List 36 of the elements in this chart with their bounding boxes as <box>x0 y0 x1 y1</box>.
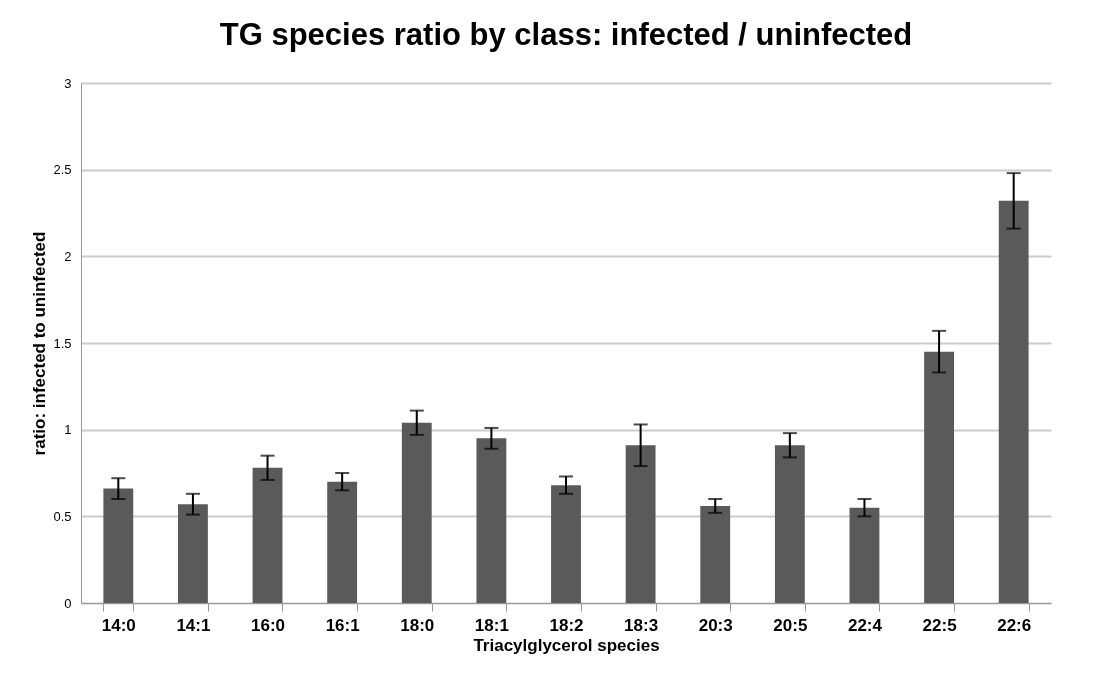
y-tick-label: 3 <box>64 75 72 91</box>
x-tick-label: 22:5 <box>922 615 957 635</box>
bar <box>178 504 208 603</box>
bar <box>700 505 731 603</box>
y-tick-label: 1.5 <box>53 335 72 351</box>
bar <box>476 438 507 603</box>
bar <box>252 467 283 603</box>
x-tick-label: 14:1 <box>176 615 211 635</box>
x-tick-label: 18:3 <box>624 615 659 635</box>
bar <box>327 481 358 603</box>
bar <box>849 507 880 603</box>
bar <box>924 351 954 603</box>
x-tick-label: 18:1 <box>474 615 509 635</box>
bar <box>551 485 581 603</box>
bar <box>103 488 134 603</box>
x-axis-title: Triacylglycerol species <box>473 635 660 655</box>
y-tick-label: 1 <box>64 422 72 438</box>
bar <box>774 445 805 603</box>
x-tick-label: 18:0 <box>400 615 435 635</box>
x-tick-label: 18:2 <box>549 615 584 635</box>
y-axis-title: ratio: infected to uninfected <box>30 231 50 456</box>
y-tick-label: 0 <box>64 595 72 611</box>
y-tick-label: 2.5 <box>53 162 72 178</box>
bar <box>401 422 432 603</box>
y-tick-label: 2 <box>64 248 72 264</box>
chart-title: TG species ratio by class: infected / uninfected <box>219 17 913 52</box>
bar <box>625 445 656 603</box>
x-tick-label: 14:0 <box>101 615 136 635</box>
x-tick-label: 20:3 <box>698 615 733 635</box>
x-tick-label: 22:4 <box>847 615 883 635</box>
y-tick-label: 0.5 <box>53 508 72 524</box>
x-tick-label: 16:0 <box>251 615 286 635</box>
bar <box>998 200 1029 603</box>
x-tick-label: 16:1 <box>325 615 360 635</box>
x-tick-label: 22:6 <box>997 615 1032 635</box>
x-tick-label: 20:5 <box>773 615 808 635</box>
